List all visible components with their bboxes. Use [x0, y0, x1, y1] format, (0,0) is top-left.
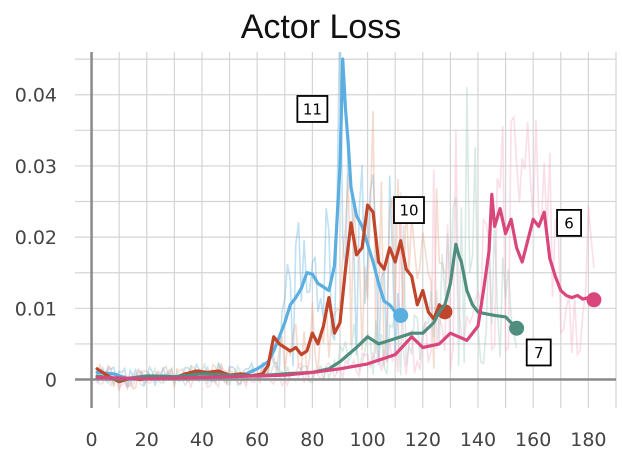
y-tick-label: 0.02: [15, 227, 57, 249]
series-label-6: 6: [556, 208, 582, 237]
series-line-10: [95, 203, 447, 384]
tick-labels: 0 20 40 60 80 100 120 140 160 180 0 0.01 0.02 0.03 0.0…: [15, 85, 607, 451]
x-tick-label: 140: [460, 429, 496, 451]
series-label-7: 7: [525, 338, 552, 367]
label-box: [393, 196, 425, 224]
x-tick-label: 0: [86, 429, 98, 451]
x-tick-label: 180: [570, 429, 606, 451]
x-tick-label: 80: [300, 429, 324, 451]
label-box: [296, 95, 329, 123]
chart-title: Actor Loss: [241, 8, 402, 46]
label-text: 6: [564, 214, 574, 232]
y-tick-label: 0.01: [15, 298, 57, 320]
raw-series-7: [96, 87, 518, 388]
series-layer: [95, 57, 602, 384]
series-line-6: [95, 192, 596, 381]
x-tick-label: 100: [349, 429, 385, 451]
x-tick-label: 120: [405, 429, 441, 451]
series-end-marker-7: [509, 320, 525, 336]
series-end-marker-11: [393, 307, 409, 323]
x-tick-label: 160: [515, 429, 551, 451]
y-tick-label: 0.04: [15, 85, 57, 107]
label-box: [525, 338, 552, 367]
series-label-10: 10: [393, 196, 425, 224]
label-text: 7: [534, 344, 544, 362]
label-text: 11: [303, 100, 322, 118]
x-tick-label: 40: [190, 429, 214, 451]
x-tick-label: 20: [135, 429, 159, 451]
x-tick-label: 60: [245, 429, 269, 451]
y-tick-label: 0: [45, 370, 57, 392]
label-text: 10: [399, 202, 418, 220]
series-end-marker-6: [586, 292, 602, 308]
series-label-11: 11: [296, 95, 329, 123]
y-tick-label: 0.03: [15, 156, 57, 178]
series-labels: 11 10 6 7: [296, 95, 582, 367]
label-box: [556, 208, 582, 237]
